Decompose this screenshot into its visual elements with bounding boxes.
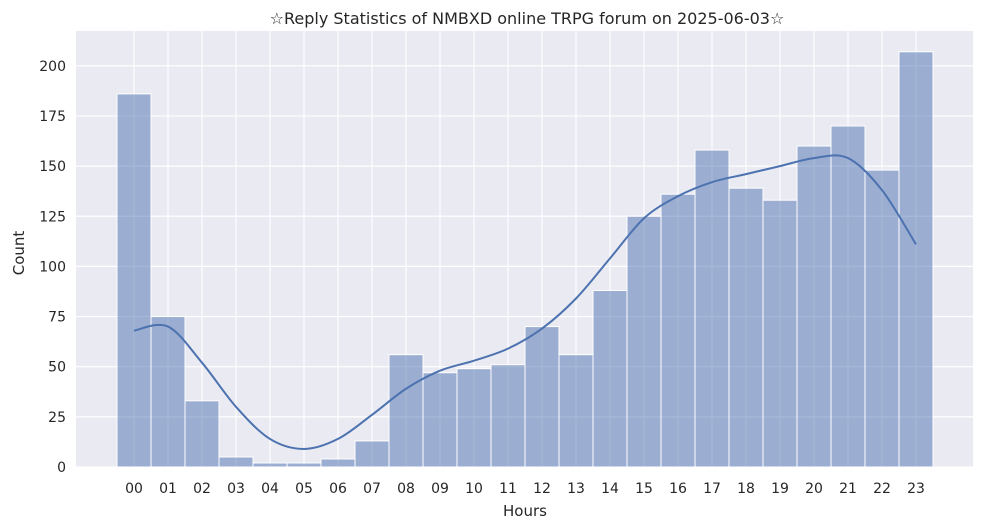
x-tick-label: 15 bbox=[635, 481, 653, 497]
x-tick-label: 05 bbox=[295, 481, 313, 497]
x-tick-label: 00 bbox=[125, 481, 143, 497]
x-tick-label: 09 bbox=[431, 481, 449, 497]
x-tick-label: 04 bbox=[261, 481, 279, 497]
x-tick-label: 08 bbox=[397, 481, 415, 497]
y-tick-label: 175 bbox=[39, 109, 66, 125]
histogram-bar-19 bbox=[762, 199, 798, 468]
x-tick-label: 03 bbox=[227, 481, 245, 497]
x-tick-label: 10 bbox=[465, 481, 483, 497]
histogram-bar-22 bbox=[864, 169, 900, 468]
histogram-bar-14 bbox=[592, 289, 628, 468]
x-tick-label: 01 bbox=[159, 481, 177, 497]
histogram-bars bbox=[116, 51, 934, 468]
x-tick-label: 18 bbox=[737, 481, 755, 497]
histogram-bar-16 bbox=[660, 193, 696, 468]
histogram-bar-12 bbox=[524, 326, 560, 468]
y-tick-label: 125 bbox=[39, 209, 66, 225]
x-tick-label: 11 bbox=[499, 481, 517, 497]
y-tick-label: 0 bbox=[57, 460, 66, 476]
histogram-bar-17 bbox=[694, 149, 730, 468]
x-tick-label: 21 bbox=[839, 481, 857, 497]
histogram-bar-10 bbox=[456, 368, 492, 468]
histogram-bar-08 bbox=[388, 354, 424, 468]
y-tick-labels: 0 25 50 75 100 125 150 175 200 bbox=[39, 59, 66, 476]
histogram-bar-09 bbox=[422, 372, 458, 468]
y-tick-label: 25 bbox=[48, 410, 66, 426]
x-tick-label: 22 bbox=[873, 481, 891, 497]
y-tick-label: 75 bbox=[48, 310, 66, 326]
y-tick-label: 150 bbox=[39, 159, 66, 175]
histogram-bar-13 bbox=[558, 354, 594, 468]
histogram-bar-21 bbox=[830, 125, 866, 468]
histogram-bar-06 bbox=[320, 458, 356, 468]
x-tick-label: 16 bbox=[669, 481, 687, 497]
y-tick-label: 200 bbox=[39, 59, 66, 75]
histogram-bar-11 bbox=[490, 364, 526, 468]
x-tick-label: 07 bbox=[363, 481, 381, 497]
x-tick-label: 12 bbox=[533, 481, 551, 497]
x-tick-label: 02 bbox=[193, 481, 211, 497]
x-tick-label: 23 bbox=[907, 481, 925, 497]
histogram-bar-04 bbox=[252, 462, 288, 468]
x-tick-label: 13 bbox=[567, 481, 585, 497]
x-tick-label: 06 bbox=[329, 481, 347, 497]
histogram-bar-20 bbox=[796, 145, 832, 468]
histogram-bar-02 bbox=[184, 400, 220, 468]
histogram-bar-15 bbox=[626, 215, 662, 468]
histogram-bar-05 bbox=[286, 462, 322, 468]
kde-line bbox=[133, 154, 917, 450]
x-tick-labels: 00 01 02 03 04 05 06 07 08 09 10 11 12 13 14 15 16 17 18 19… bbox=[125, 481, 925, 497]
x-axis-label: Hours bbox=[503, 502, 547, 520]
histogram-bar-01 bbox=[150, 316, 186, 468]
histogram-bar-03 bbox=[218, 456, 254, 468]
histogram-bar-00 bbox=[116, 93, 152, 468]
x-tick-label: 19 bbox=[771, 481, 789, 497]
y-tick-label: 50 bbox=[48, 360, 66, 376]
histogram-bar-07 bbox=[354, 440, 390, 468]
y-axis-label: Count bbox=[10, 231, 28, 276]
x-tick-label: 20 bbox=[805, 481, 823, 497]
x-tick-label: 14 bbox=[601, 481, 619, 497]
histogram-bar-23 bbox=[898, 51, 934, 468]
x-tick-label: 17 bbox=[703, 481, 721, 497]
y-tick-label: 100 bbox=[39, 259, 66, 275]
histogram-bar-18 bbox=[728, 187, 764, 468]
chart-title: ☆Reply Statistics of NMBXD online TRPG f… bbox=[270, 9, 785, 28]
